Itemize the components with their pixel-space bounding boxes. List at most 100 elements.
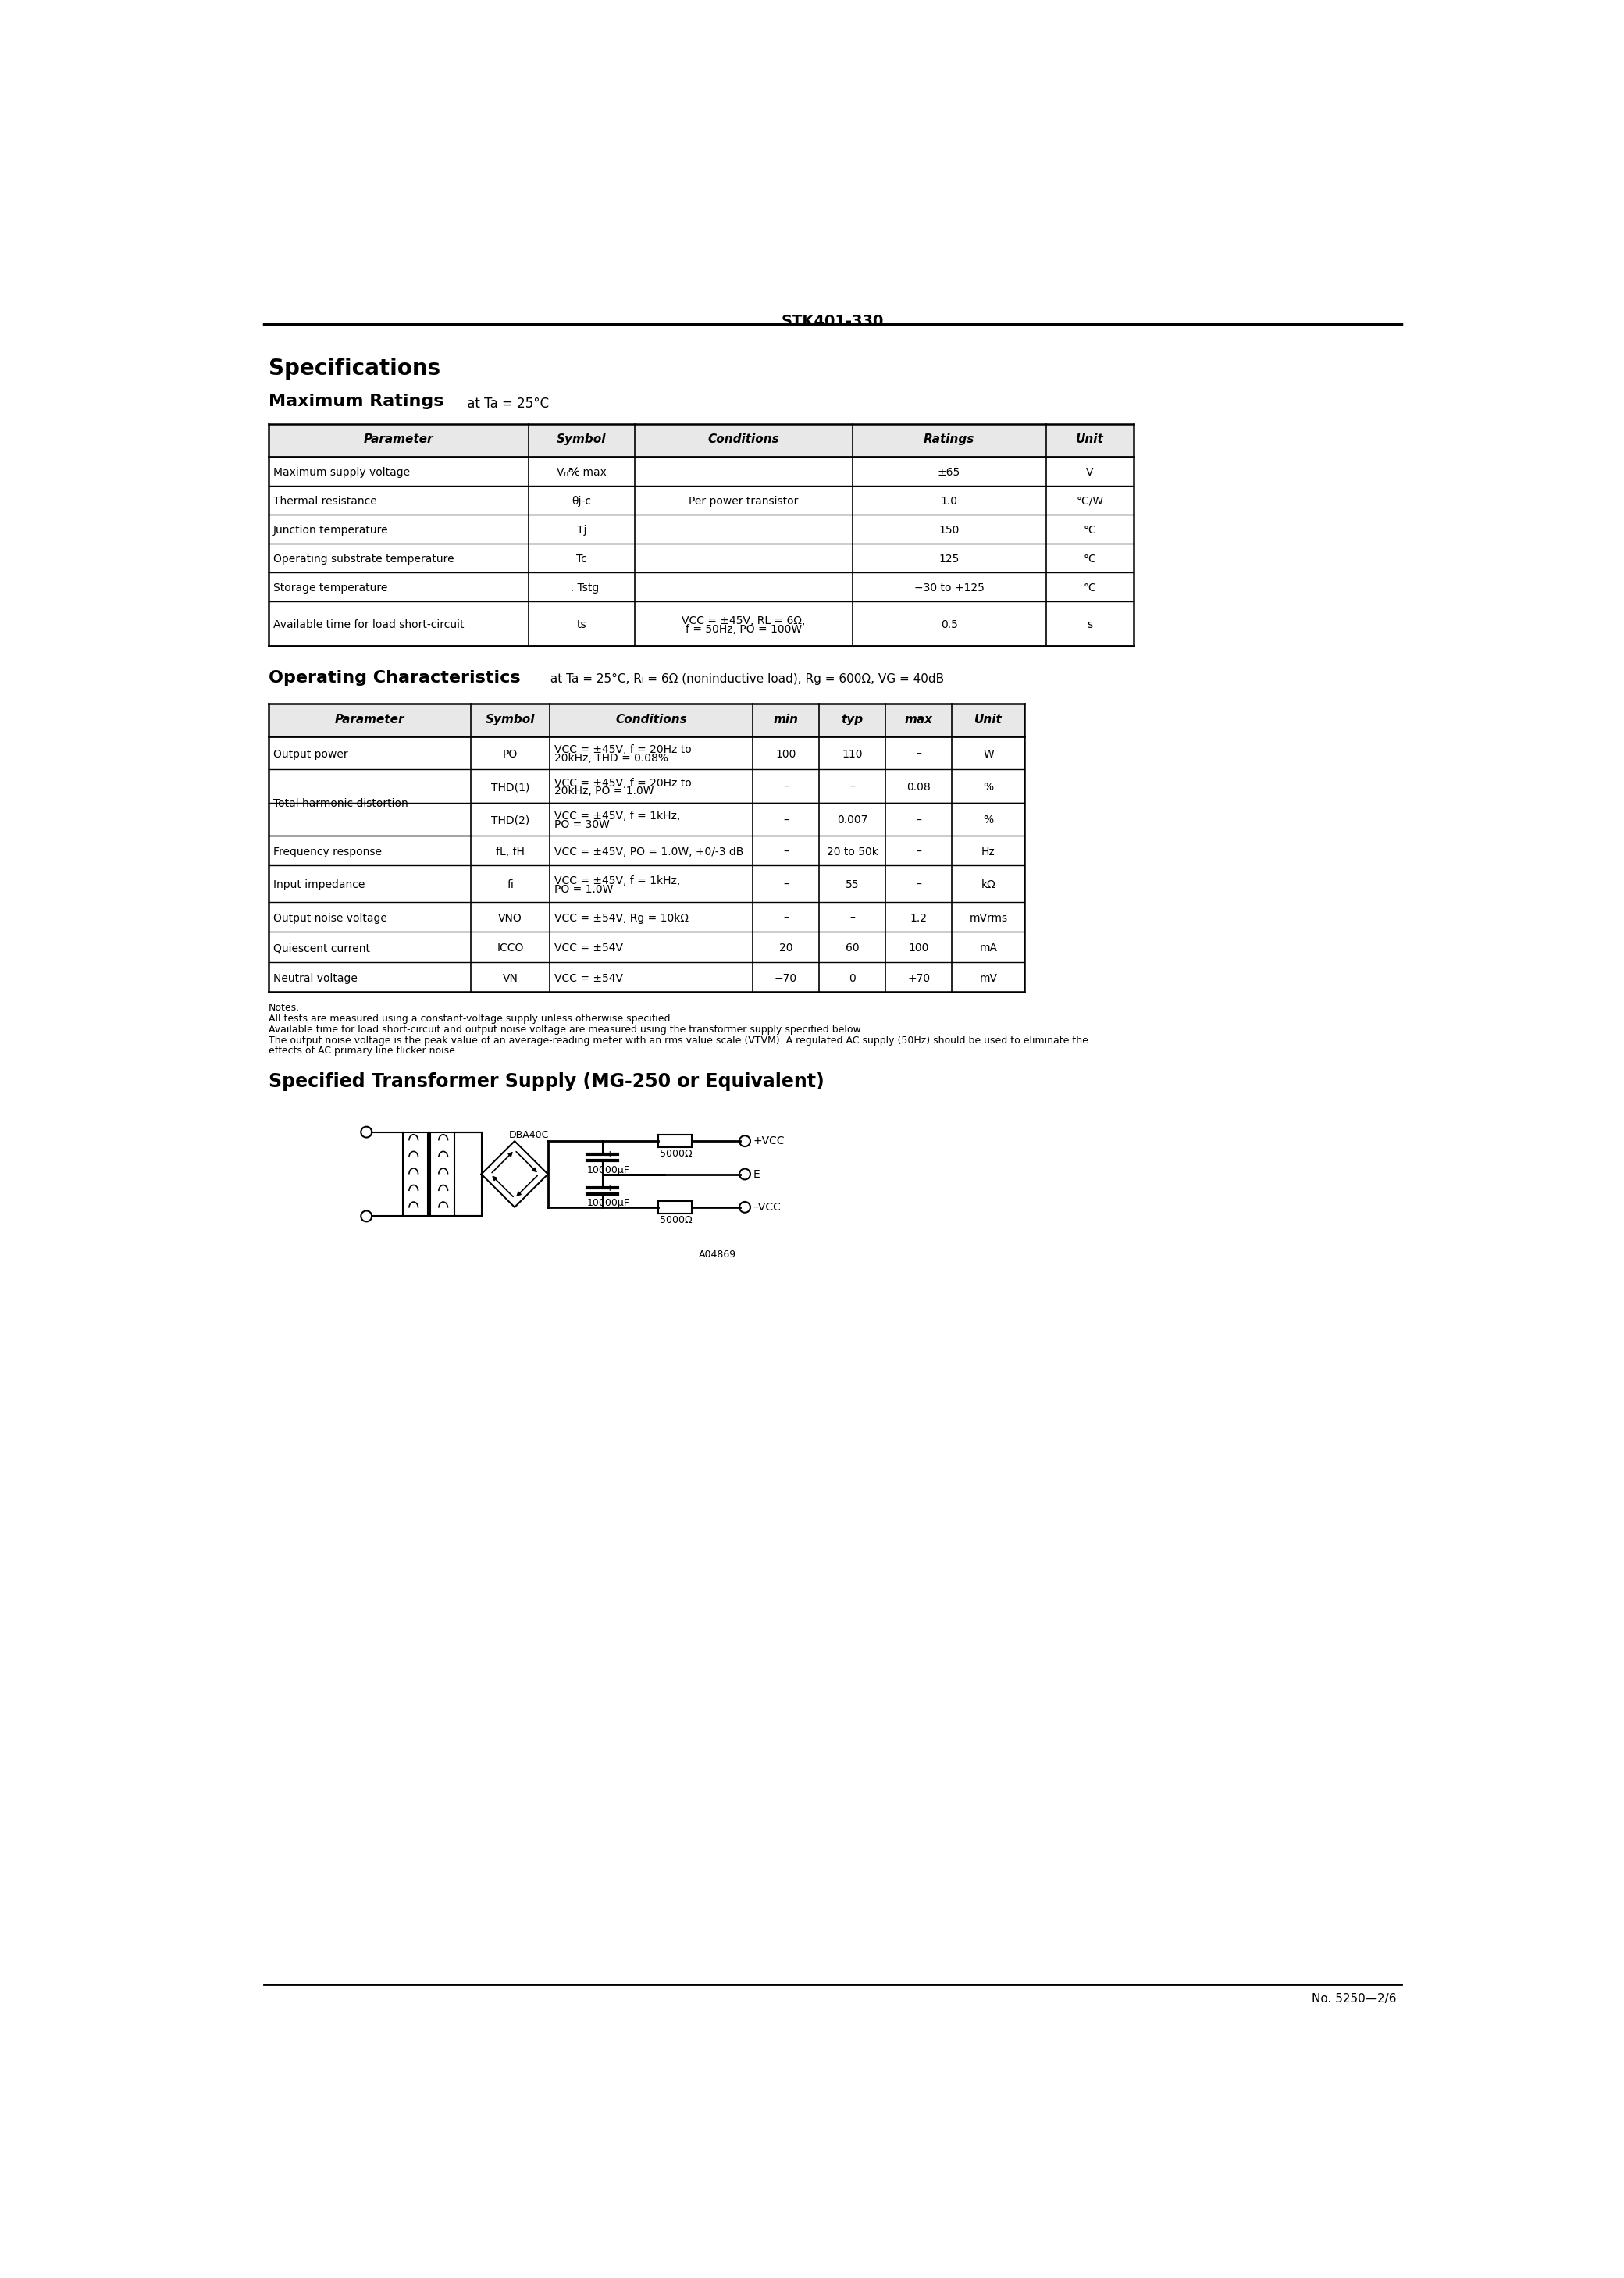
Text: –: – — [783, 913, 788, 923]
Text: 150: 150 — [939, 524, 960, 535]
Text: max: max — [905, 713, 932, 727]
Text: −70: −70 — [775, 973, 797, 984]
Text: VCC = ±45V, f = 20Hz to: VCC = ±45V, f = 20Hz to — [554, 777, 692, 788]
Text: 10000μF: 10000μF — [588, 1164, 630, 1175]
Text: f = 50Hz, PO = 100W: f = 50Hz, PO = 100W — [685, 624, 802, 636]
Text: 0.08: 0.08 — [906, 781, 931, 793]
Text: Specifications: Specifications — [268, 358, 440, 380]
Text: 60: 60 — [846, 943, 859, 954]
Text: °C: °C — [1083, 524, 1096, 535]
Text: fL, fH: fL, fH — [495, 847, 525, 857]
Text: Available time for load short-circuit and output noise voltage are measured usin: Available time for load short-circuit an… — [268, 1025, 862, 1034]
Text: No. 5250—2/6: No. 5250—2/6 — [1312, 1993, 1397, 2005]
Text: Total harmonic distortion: Total harmonic distortion — [273, 797, 408, 809]
Text: VNO: VNO — [499, 913, 523, 923]
Text: 5000Ω: 5000Ω — [659, 1214, 692, 1226]
Text: –: – — [783, 781, 788, 793]
Text: min: min — [773, 713, 799, 727]
Text: Quiescent current: Quiescent current — [273, 943, 370, 954]
Text: °C/W: °C/W — [1077, 497, 1103, 506]
Text: Vₙ℀ max: Vₙ℀ max — [557, 467, 606, 478]
Text: at Ta = 25°C, Rₗ = 6Ω (noninductive load), Rg = 600Ω, VG = 40dB: at Ta = 25°C, Rₗ = 6Ω (noninductive load… — [547, 674, 944, 686]
Text: Junction temperature: Junction temperature — [273, 524, 388, 535]
Text: Operating substrate temperature: Operating substrate temperature — [273, 554, 455, 565]
Text: PO = 30W: PO = 30W — [554, 820, 611, 829]
Text: effects of AC primary line flicker noise.: effects of AC primary line flicker noise… — [268, 1046, 458, 1057]
Text: 0.5: 0.5 — [940, 620, 958, 631]
Text: 10000μF: 10000μF — [588, 1198, 630, 1207]
Text: VCC = ±45V, RL = 6Ω,: VCC = ±45V, RL = 6Ω, — [682, 615, 806, 626]
Text: –: – — [849, 913, 854, 923]
Text: ICCO: ICCO — [497, 943, 525, 954]
Text: 20kHz, THD = 0.08%: 20kHz, THD = 0.08% — [554, 754, 669, 763]
Bar — [268, 424, 1134, 458]
Text: Thermal resistance: Thermal resistance — [273, 497, 377, 506]
Text: %: % — [983, 781, 994, 793]
Text: Parameter: Parameter — [335, 713, 404, 727]
Text: –: – — [783, 847, 788, 857]
Text: PO: PO — [503, 749, 518, 759]
Text: at Ta = 25°C: at Ta = 25°C — [463, 396, 549, 410]
Text: 20 to 50k: 20 to 50k — [827, 847, 879, 857]
Text: Input impedance: Input impedance — [273, 879, 365, 891]
Text: Per power transistor: Per power transistor — [689, 497, 797, 506]
Text: A04869: A04869 — [698, 1248, 736, 1260]
Text: –: – — [916, 749, 921, 759]
Text: –: – — [783, 879, 788, 891]
Text: Tj: Tj — [577, 524, 586, 535]
Text: 100: 100 — [775, 749, 796, 759]
Text: 0: 0 — [849, 973, 856, 984]
Text: E: E — [754, 1169, 760, 1180]
Text: All tests are measured using a constant-voltage supply unless otherwise specifie: All tests are measured using a constant-… — [268, 1014, 674, 1023]
Text: Ratings: Ratings — [924, 433, 974, 446]
Text: Conditions: Conditions — [708, 433, 780, 446]
Text: –VCC: –VCC — [754, 1203, 781, 1212]
Text: Frequency response: Frequency response — [273, 847, 382, 857]
Text: 0.007: 0.007 — [836, 816, 867, 827]
Text: typ: typ — [841, 713, 864, 727]
Text: 55: 55 — [846, 879, 859, 891]
Text: V: V — [1086, 467, 1093, 478]
Text: Hz: Hz — [981, 847, 996, 857]
Text: –: – — [849, 781, 854, 793]
Text: mA: mA — [979, 943, 997, 954]
Text: mVrms: mVrms — [970, 913, 1007, 923]
Text: ±65: ±65 — [937, 467, 960, 478]
Text: 110: 110 — [841, 749, 862, 759]
Text: +: + — [606, 1150, 614, 1160]
Text: Output noise voltage: Output noise voltage — [273, 913, 387, 923]
Text: –: – — [916, 879, 921, 891]
Text: 1.2: 1.2 — [909, 913, 927, 923]
Text: DBA40C: DBA40C — [508, 1130, 549, 1141]
Text: VCC = ±45V, PO = 1.0W, +0/-3 dB: VCC = ±45V, PO = 1.0W, +0/-3 dB — [554, 847, 744, 857]
Text: Storage temperature: Storage temperature — [273, 583, 388, 592]
Text: –: – — [916, 847, 921, 857]
Text: mV: mV — [979, 973, 997, 984]
Text: VCC = ±54V: VCC = ±54V — [554, 943, 624, 954]
Text: Maximum supply voltage: Maximum supply voltage — [273, 467, 409, 478]
Text: STK401-330: STK401-330 — [781, 314, 883, 328]
Text: Specified Transformer Supply (MG-250 or Equivalent): Specified Transformer Supply (MG-250 or … — [268, 1073, 823, 1091]
Text: +: + — [606, 1182, 614, 1194]
Text: VCC = ±45V, f = 1kHz,: VCC = ±45V, f = 1kHz, — [554, 811, 680, 822]
Text: Neutral voltage: Neutral voltage — [273, 973, 357, 984]
Text: +VCC: +VCC — [754, 1137, 784, 1146]
Text: VCC = ±54V: VCC = ±54V — [554, 973, 624, 984]
Text: 20: 20 — [780, 943, 793, 954]
Text: Parameter: Parameter — [364, 433, 434, 446]
Text: Operating Characteristics: Operating Characteristics — [268, 670, 520, 686]
Text: 1.0: 1.0 — [940, 497, 958, 506]
Text: –: – — [916, 816, 921, 827]
Bar — [268, 704, 1025, 736]
Text: VCC = ±45V, f = 1kHz,: VCC = ±45V, f = 1kHz, — [554, 875, 680, 886]
Text: Unit: Unit — [1075, 433, 1104, 446]
Text: Available time for load short-circuit: Available time for load short-circuit — [273, 620, 464, 631]
Text: 125: 125 — [939, 554, 960, 565]
Text: THD(2): THD(2) — [490, 816, 529, 827]
Text: PO = 1.0W: PO = 1.0W — [554, 884, 614, 895]
Text: 20kHz, PO = 1.0W: 20kHz, PO = 1.0W — [554, 786, 654, 797]
Text: Conditions: Conditions — [615, 713, 687, 727]
Text: THD(1): THD(1) — [490, 781, 529, 793]
Text: %: % — [983, 816, 994, 827]
Text: s: s — [1086, 620, 1093, 631]
